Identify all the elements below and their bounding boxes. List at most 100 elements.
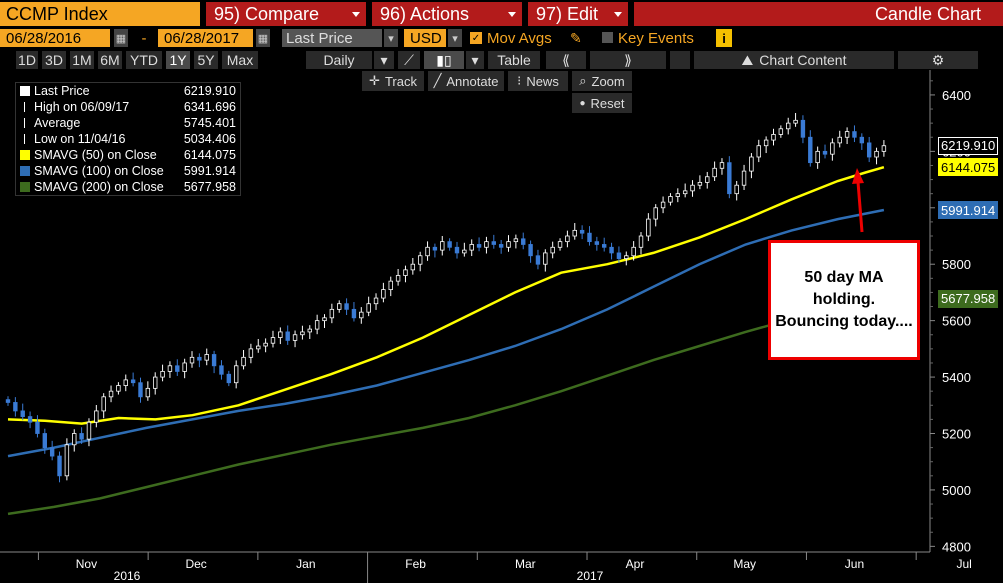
candle-body (852, 131, 857, 138)
collapse-icon[interactable]: ⟪ (546, 51, 586, 69)
edit-menu[interactable]: 97) Edit (528, 2, 628, 26)
legend-swatch (24, 118, 30, 128)
period-3d[interactable]: 3D (42, 51, 66, 69)
candle-body (101, 396, 106, 412)
period-5y[interactable]: 5Y (194, 51, 218, 69)
legend-swatch (24, 134, 30, 144)
table-button[interactable]: Table (488, 51, 540, 69)
date-dash: - (141, 29, 147, 47)
period-6m[interactable]: 6M (98, 51, 122, 69)
candle-body (624, 255, 629, 259)
candle-body (256, 345, 261, 350)
x-tick-label: Dec (185, 557, 206, 571)
price-field-select[interactable]: Last Price (282, 29, 382, 47)
candle-body (594, 241, 600, 245)
info-icon[interactable]: i (716, 29, 732, 47)
expand-icon[interactable]: ⟫ (590, 51, 666, 69)
legend-value: 6341.696 (183, 100, 236, 114)
chevron-down-icon[interactable]: ▾ (374, 51, 394, 69)
frequency-select[interactable]: Daily (306, 51, 372, 69)
legend-value: 6219.910 (183, 84, 236, 98)
mov-avgs-checkbox[interactable]: ✓ (470, 32, 482, 44)
candle-body (874, 150, 879, 158)
candle-body (712, 167, 717, 178)
candle-body (145, 387, 151, 398)
candle-body (219, 365, 224, 375)
legend-item: Average 5745.401 (16, 115, 240, 131)
annotate-button[interactable]: ╱ Annotate (428, 71, 504, 91)
candle-body (432, 246, 438, 251)
candle-body (182, 362, 187, 372)
pencil-icon[interactable]: ✎ (570, 29, 582, 46)
legend-swatch (24, 102, 30, 112)
actions-menu[interactable]: 96) Actions (372, 2, 522, 26)
x-tick-label: Apr (626, 557, 645, 571)
calendar-icon[interactable]: ▦ (114, 29, 128, 47)
end-date-input[interactable]: 06/28/2017 (158, 29, 253, 47)
chevron-down-icon[interactable]: ▾ (448, 29, 462, 47)
candle-body (705, 176, 710, 183)
chart-content-button[interactable]: ⛰ Chart Content (694, 51, 894, 69)
period-ytd[interactable]: YTD (126, 51, 162, 69)
y-tick-label: 6400 (942, 88, 971, 103)
candle-body (565, 235, 570, 243)
candle-body (130, 379, 136, 384)
candle-body (79, 433, 84, 440)
candle-chart-icon[interactable]: ▮▯ (424, 51, 464, 69)
start-date-input[interactable]: 06/28/2016 (0, 29, 110, 47)
line-chart-icon[interactable]: ⟋ (398, 51, 420, 69)
compare-menu[interactable]: 95) Compare (206, 2, 366, 26)
period-1d[interactable]: 1D (16, 51, 38, 69)
y-tick-label: 5200 (942, 427, 971, 442)
candle-body (307, 328, 312, 333)
candle-body (690, 184, 695, 192)
key-events-checkbox[interactable] (602, 32, 613, 43)
reset-button[interactable]: ● Reset (572, 93, 632, 113)
legend-label: SMAVG (50) on Close (34, 148, 157, 162)
annotation-arrow (856, 181, 864, 233)
candle-body (631, 246, 636, 257)
calendar-icon[interactable]: ▦ (256, 29, 270, 47)
mov-avgs-label: Mov Avgs (487, 29, 552, 47)
track-button[interactable]: ✛ Track (362, 71, 424, 91)
gear-icon[interactable]: ⚙ (898, 51, 978, 69)
candle-body (786, 122, 791, 130)
period-max[interactable]: Max (222, 51, 258, 69)
candle-body (42, 433, 48, 449)
candle-body (108, 390, 114, 398)
track-label: Track (384, 73, 417, 89)
period-1y[interactable]: 1Y (166, 51, 190, 69)
legend-value: 5677.958 (183, 180, 236, 194)
currency-select[interactable]: USD (404, 29, 446, 47)
candle-body (285, 331, 290, 341)
candle-body (233, 365, 239, 384)
candle-body (381, 289, 386, 299)
candle-body (72, 433, 77, 446)
candle-body (314, 320, 320, 330)
period-1m[interactable]: 1M (70, 51, 94, 69)
candle-body (638, 235, 644, 248)
candle-body (20, 410, 25, 417)
chevron-down-icon[interactable]: ▾ (384, 29, 398, 47)
x-tick-label: Jun (845, 557, 864, 571)
candle-body (749, 156, 754, 172)
x-tick-label: Nov (76, 557, 97, 571)
candle-body (57, 455, 62, 477)
candle-chart[interactable]: 480050005200540056005800600062006400NovD… (0, 70, 1003, 583)
news-button[interactable]: ⁝ News (508, 71, 568, 91)
candle-body (469, 244, 474, 251)
candle-body (5, 399, 11, 403)
candle-body (587, 232, 592, 243)
y-tick-label: 5600 (942, 314, 971, 329)
candle-body (454, 246, 460, 254)
legend-item: Low on 11/04/16 5034.406 (16, 131, 240, 147)
candle-body (741, 170, 747, 186)
candle-body (763, 139, 769, 147)
zoom-icon: ⌕ (579, 73, 587, 88)
candle-body (734, 184, 739, 195)
chevron-down-icon[interactable]: ▾ (466, 51, 484, 69)
zoom-button[interactable]: ⌕ Zoom (572, 71, 632, 91)
ticker-field[interactable]: CCMP Index (0, 2, 200, 26)
chart-icon: ⛰ (741, 51, 754, 68)
news-label: News (526, 73, 559, 89)
